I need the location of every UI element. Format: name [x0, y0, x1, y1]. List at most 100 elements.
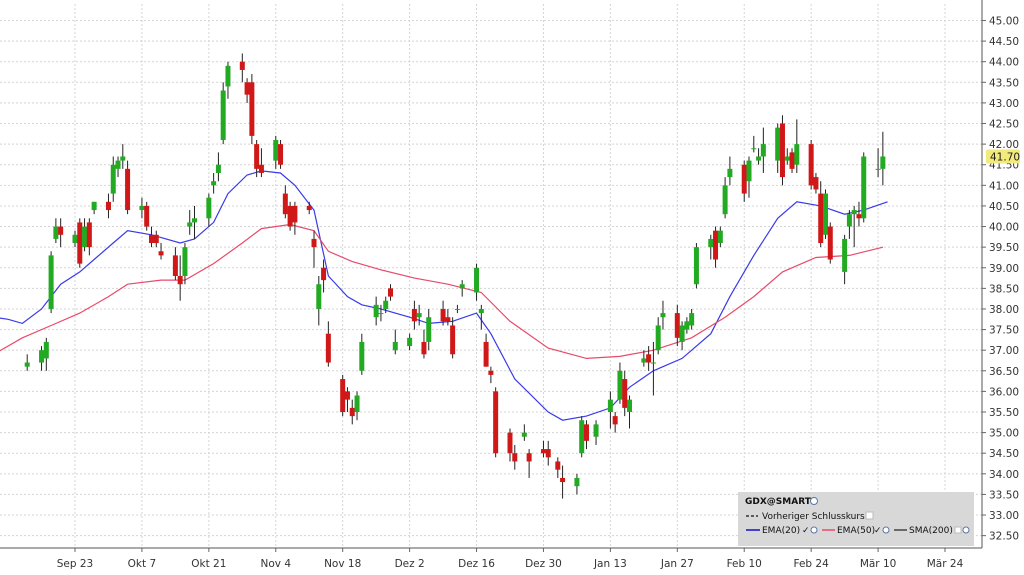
candle-body [373, 304, 379, 318]
candle [751, 135, 757, 153]
candle [316, 276, 322, 326]
candle-body [650, 362, 656, 364]
candle [120, 144, 126, 169]
candle-body [483, 341, 489, 367]
candle [244, 78, 250, 103]
candle [172, 247, 178, 281]
candle-body [86, 222, 92, 248]
candle-body [856, 214, 862, 219]
candle [574, 473, 580, 495]
candle-body [760, 144, 766, 157]
candle [818, 181, 824, 248]
candle [239, 53, 245, 83]
y-tick-label: 40.00 [989, 222, 1019, 234]
candle-body [91, 201, 97, 211]
legend-ema20-check-icon[interactable]: ✓ [802, 526, 810, 536]
candle-body [172, 255, 178, 276]
candle [655, 317, 661, 355]
candle-body [741, 164, 747, 194]
y-tick-label: 45.00 [989, 15, 1019, 27]
candle-body [24, 362, 30, 367]
candle [220, 82, 226, 145]
candle [822, 189, 828, 239]
candle [646, 346, 652, 371]
candle-body [717, 230, 723, 244]
candle [583, 420, 589, 450]
candle-body [287, 205, 293, 227]
candle-body [58, 226, 64, 235]
candle-body [392, 341, 398, 351]
candle-body [139, 205, 145, 211]
candle [493, 387, 499, 458]
candle-body [258, 164, 264, 173]
y-tick-label: 38.00 [989, 304, 1019, 316]
legend[interactable]: GDX@SMART Vorheriger Schlusskurs EMA(20)… [738, 492, 974, 546]
candle-body [617, 370, 623, 400]
legend-prev-close-checkbox[interactable] [865, 511, 874, 520]
candle-body [674, 313, 680, 338]
candle-body [311, 238, 317, 248]
candle-body [340, 379, 346, 412]
candle-body [120, 156, 126, 161]
legend-ema50-check-icon[interactable]: ✓ [874, 526, 882, 536]
candle-body [182, 247, 188, 276]
legend-symbol-settings-icon[interactable] [810, 497, 818, 505]
y-tick-label: 35.50 [989, 407, 1019, 419]
x-tick-label: Dez 16 [458, 558, 495, 570]
candle-body [53, 226, 59, 239]
y-tick-label: 43.50 [989, 77, 1019, 89]
candle [875, 148, 881, 178]
candle [182, 243, 188, 285]
candle [53, 218, 59, 244]
candle-body [440, 308, 446, 322]
candle [407, 333, 413, 351]
y-tick-label: 42.50 [989, 119, 1019, 131]
candle [254, 140, 260, 178]
grid-lines [0, 4, 982, 548]
candle [861, 152, 867, 223]
candle [192, 205, 198, 239]
candle-body [521, 432, 527, 437]
candle-body [746, 160, 752, 182]
legend-ema20-settings-icon[interactable] [810, 526, 818, 534]
candle-body [125, 168, 131, 211]
candle-body [316, 284, 322, 309]
candle-body [660, 313, 666, 318]
legend-sma200-checkbox[interactable] [954, 526, 962, 534]
candle [383, 296, 389, 314]
candle [215, 152, 221, 182]
x-tick-label: Feb 10 [727, 558, 762, 570]
candle [555, 457, 561, 478]
candle [660, 300, 666, 330]
candle [679, 321, 685, 351]
candle [512, 444, 518, 470]
legend-sma200-settings-icon[interactable] [962, 526, 970, 534]
candle [789, 148, 795, 173]
candle-body [282, 193, 288, 215]
y-tick-label: 38.50 [989, 283, 1019, 295]
candle-body [421, 341, 427, 355]
candle-body [383, 300, 389, 309]
candle [545, 440, 551, 466]
candle-body [574, 477, 580, 487]
candle [86, 218, 92, 256]
candle [717, 226, 723, 248]
candle [139, 197, 145, 219]
candle-body [43, 341, 49, 359]
candle [340, 374, 346, 417]
candle [775, 123, 781, 173]
candle-body [641, 358, 647, 363]
candle [416, 304, 422, 326]
candle [125, 160, 131, 215]
candle-body [794, 144, 800, 165]
candle [110, 156, 116, 202]
candle [249, 74, 255, 145]
candle-body [387, 288, 393, 297]
candle [526, 449, 532, 478]
candle [478, 304, 484, 330]
candle [39, 346, 45, 371]
legend-ema50-settings-icon[interactable] [882, 526, 890, 534]
candle-body [254, 144, 260, 169]
legend-ema50-label: EMA(50) [837, 526, 875, 536]
